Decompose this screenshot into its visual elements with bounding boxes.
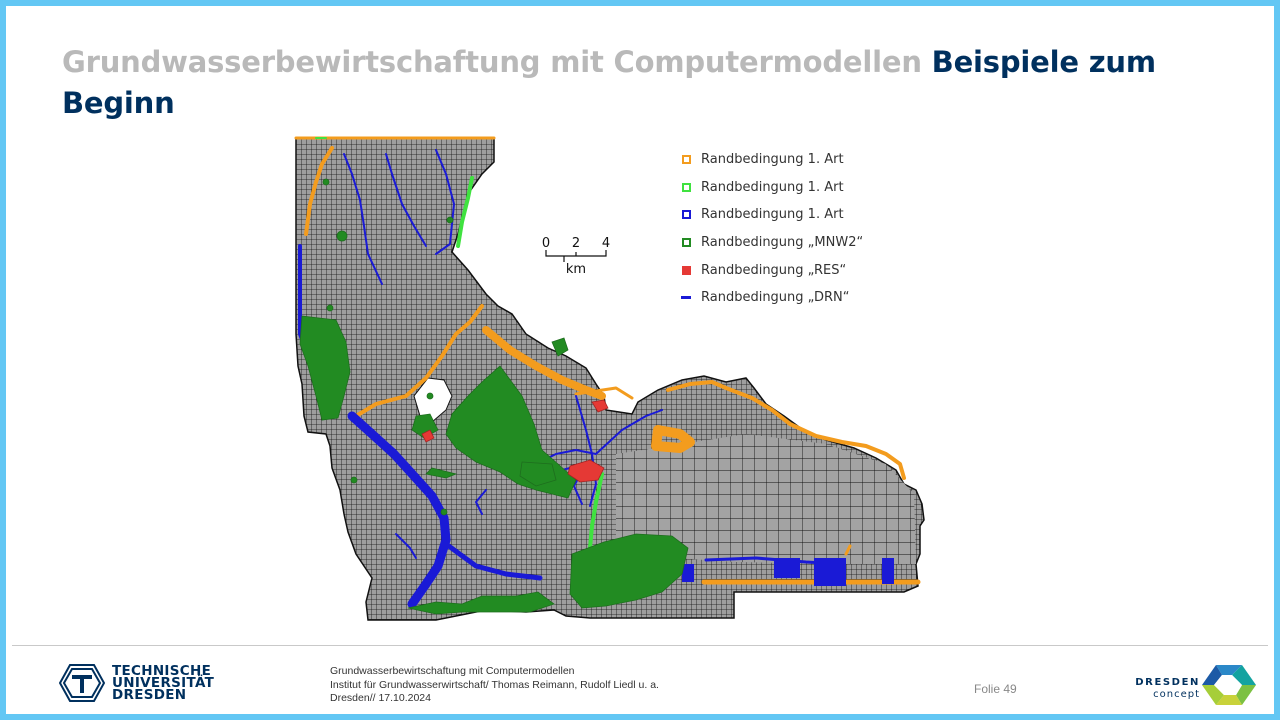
boundary-red-res bbox=[421, 399, 609, 483]
footer-institute: Institut für Grundwasserwirtschaft/ Thom… bbox=[330, 678, 659, 691]
legend-item-blue: Randbedingung 1. Art bbox=[671, 201, 901, 229]
inactive-cells bbox=[413, 377, 453, 423]
scale-unit: km bbox=[566, 262, 586, 277]
boundary-lightgreen bbox=[315, 137, 604, 550]
title-grey-part: Grundwasserbewirtschaftung mit Computerm… bbox=[62, 45, 922, 79]
scale-tick-4: 4 bbox=[602, 236, 610, 251]
tu-dresden-wordmark: TECHNISCHE UNIVERSITÄT DRESDEN bbox=[112, 663, 215, 703]
legend-label: Randbedingung 1. Art bbox=[701, 179, 844, 195]
tu-dresden-logo: TECHNISCHE UNIVERSITÄT DRESDEN bbox=[59, 663, 229, 703]
legend-item-mnw2: Randbedingung „MNW2“ bbox=[671, 229, 901, 257]
footer-info: Grundwasserbewirtschaftung mit Computerm… bbox=[330, 665, 659, 706]
lightgreen-square-marker bbox=[681, 182, 691, 192]
legend-label: Randbedingung „RES“ bbox=[701, 262, 847, 278]
green-square-marker bbox=[681, 238, 691, 248]
figure-legend: Randbedingung 1. Art Randbedingung 1. Ar… bbox=[671, 146, 901, 312]
tud-emblem-icon bbox=[59, 664, 105, 702]
title-blue-part: Beispiele zum Beginn bbox=[62, 45, 1156, 120]
dresden-concept-word1: DRESDEN bbox=[1135, 677, 1200, 688]
red-square-marker bbox=[681, 265, 691, 275]
slide-title: Grundwasserbewirtschaftung mit Computerm… bbox=[62, 42, 1222, 124]
footer-divider bbox=[12, 645, 1268, 646]
boundary-blue-blocks bbox=[682, 558, 894, 586]
legend-item-res: Randbedingung „RES“ bbox=[671, 256, 901, 284]
legend-item-drn: Randbedingung „DRN“ bbox=[671, 284, 901, 312]
slide-number: Folie 49 bbox=[974, 682, 1017, 696]
scale-tick-2: 2 bbox=[572, 236, 580, 251]
legend-item-orange: Randbedingung 1. Art bbox=[671, 146, 901, 174]
legend-label: Randbedingung „DRN“ bbox=[701, 290, 850, 306]
coarse-grid-zone bbox=[616, 434, 916, 564]
orange-square-marker bbox=[681, 155, 691, 165]
boundary-green-mnw2 bbox=[299, 178, 689, 615]
blue-dash-marker bbox=[681, 296, 691, 300]
scale-bar: 0 2 4 km bbox=[534, 232, 624, 282]
legend-item-lightgreen: Randbedingung 1. Art bbox=[671, 174, 901, 202]
legend-label: Randbedingung „MNW2“ bbox=[701, 235, 864, 251]
footer-course: Grundwasserbewirtschaftung mit Computerm… bbox=[330, 665, 575, 677]
dresden-concept-hexagon-icon bbox=[1202, 664, 1257, 706]
legend-label: Randbedingung 1. Art bbox=[701, 207, 844, 223]
scale-tick-0: 0 bbox=[542, 236, 550, 251]
model-grid-figure bbox=[294, 136, 925, 621]
dresden-concept-word2: concept bbox=[1153, 689, 1200, 700]
blue-square-marker bbox=[681, 210, 691, 220]
legend-label: Randbedingung 1. Art bbox=[701, 152, 844, 168]
footer-date: Dresden// 17.10.2024 bbox=[330, 692, 431, 704]
dresden-concept-logo: DRESDEN concept bbox=[1134, 663, 1260, 707]
